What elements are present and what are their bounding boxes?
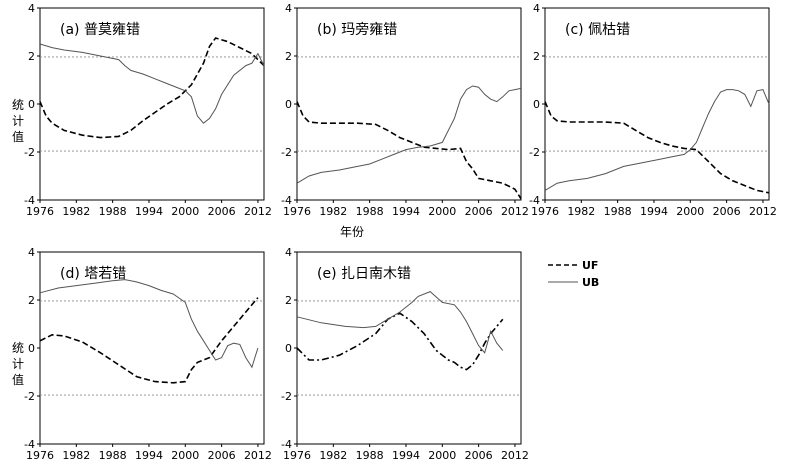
legend: UF UB: [548, 259, 599, 289]
panel-title: (b) 玛旁雍错: [317, 21, 397, 38]
series-line-uf: [39, 297, 259, 384]
y-tick-label: 4: [285, 246, 292, 259]
x-tick-label: 2000: [428, 205, 456, 218]
x-tick-label: 1976: [283, 205, 311, 218]
y-axis-label-char: 计: [12, 114, 24, 128]
x-tick-label: 2006: [208, 205, 236, 218]
series-line-uf: [39, 37, 265, 139]
x-tick-label: 1982: [319, 205, 347, 218]
x-tick-label: 2006: [208, 449, 236, 462]
y-tick-label: 2: [285, 50, 292, 63]
x-tick-label: 2006: [713, 205, 741, 218]
x-tick-label: 1976: [283, 449, 311, 462]
x-tick-label: 1976: [531, 205, 559, 218]
y-tick-label: 0: [28, 98, 35, 111]
y-tick-label: 4: [28, 2, 35, 15]
x-tick-label: 1994: [135, 449, 163, 462]
y-tick-label: 0: [285, 342, 292, 355]
x-tick-label: 2000: [171, 449, 199, 462]
x-tick-label: 1982: [62, 205, 90, 218]
y-tick-label: 4: [28, 246, 35, 259]
x-tick-label: 2006: [465, 205, 493, 218]
x-tick-label: 1982: [319, 449, 347, 462]
x-tick-label: 2012: [501, 449, 529, 462]
panel-title: (e) 扎日南木错: [317, 266, 411, 282]
y-tick-label: -2: [529, 146, 540, 159]
y-tick-label: 0: [28, 342, 35, 355]
y-tick-label: -2: [24, 390, 35, 403]
y-axis-label-char: 计: [12, 357, 24, 371]
x-tick-label: 2000: [676, 205, 704, 218]
y-tick-label: 2: [285, 294, 292, 307]
x-tick-label: 1994: [135, 205, 163, 218]
y-tick-label: 4: [285, 2, 292, 15]
y-axis-label-char: 值: [12, 129, 24, 144]
y-axis-label-char: 统: [12, 341, 24, 355]
panel-title: (c) 佩枯错: [565, 22, 630, 38]
x-tick-label: 2012: [244, 449, 272, 462]
x-tick-label: 1994: [392, 449, 420, 462]
legend-label-ub: UB: [582, 276, 599, 289]
y-axis-label-char: 值: [12, 372, 24, 387]
y-tick-label: 4: [533, 2, 540, 15]
y-tick-label: 2: [28, 50, 35, 63]
y-tick-label: -4: [24, 438, 35, 451]
panel-title: (d) 塔若错: [60, 266, 126, 282]
series-line-ub: [544, 89, 770, 191]
x-tick-label: 2012: [749, 205, 777, 218]
y-tick-label: -4: [529, 194, 540, 207]
panel-title: (a) 普莫雍错: [60, 22, 140, 38]
y-tick-label: -4: [24, 194, 35, 207]
y-axis-label-char: 统: [12, 98, 24, 112]
y-tick-label: 2: [533, 50, 540, 63]
y-tick-label: -2: [281, 146, 292, 159]
y-axis-label: 统计值: [12, 341, 24, 387]
y-tick-label: -4: [281, 438, 292, 451]
x-tick-label: 1976: [26, 449, 54, 462]
x-tick-label: 2012: [501, 205, 529, 218]
x-axis-label: 年份: [340, 225, 364, 239]
series-line-uf: [296, 312, 504, 371]
x-tick-label: 2000: [428, 449, 456, 462]
y-axis-label: 统计值: [12, 98, 24, 144]
y-tick-label: -2: [281, 390, 292, 403]
series-line-ub: [39, 43, 265, 124]
x-tick-label: 1988: [99, 449, 127, 462]
x-tick-label: 1994: [392, 205, 420, 218]
y-tick-label: -4: [281, 194, 292, 207]
x-tick-label: 1982: [567, 205, 595, 218]
x-tick-label: 2012: [244, 205, 272, 218]
series-line-uf: [296, 101, 522, 200]
series-line-ub: [39, 279, 259, 369]
x-tick-label: 2006: [465, 449, 493, 462]
x-tick-label: 1988: [604, 205, 632, 218]
y-tick-label: 2: [28, 294, 35, 307]
x-tick-label: 1988: [356, 205, 384, 218]
series-line-ub: [296, 291, 504, 354]
y-tick-label: -2: [24, 146, 35, 159]
x-tick-label: 1976: [26, 205, 54, 218]
x-tick-label: 1994: [640, 205, 668, 218]
series-line-uf: [544, 101, 770, 194]
x-tick-label: 1982: [62, 449, 90, 462]
x-tick-label: 1988: [99, 205, 127, 218]
y-tick-label: 0: [533, 98, 540, 111]
series-line-ub: [296, 85, 522, 184]
x-tick-label: 2000: [171, 205, 199, 218]
legend-label-uf: UF: [582, 259, 598, 272]
x-tick-label: 1988: [356, 449, 384, 462]
y-tick-label: 0: [285, 98, 292, 111]
